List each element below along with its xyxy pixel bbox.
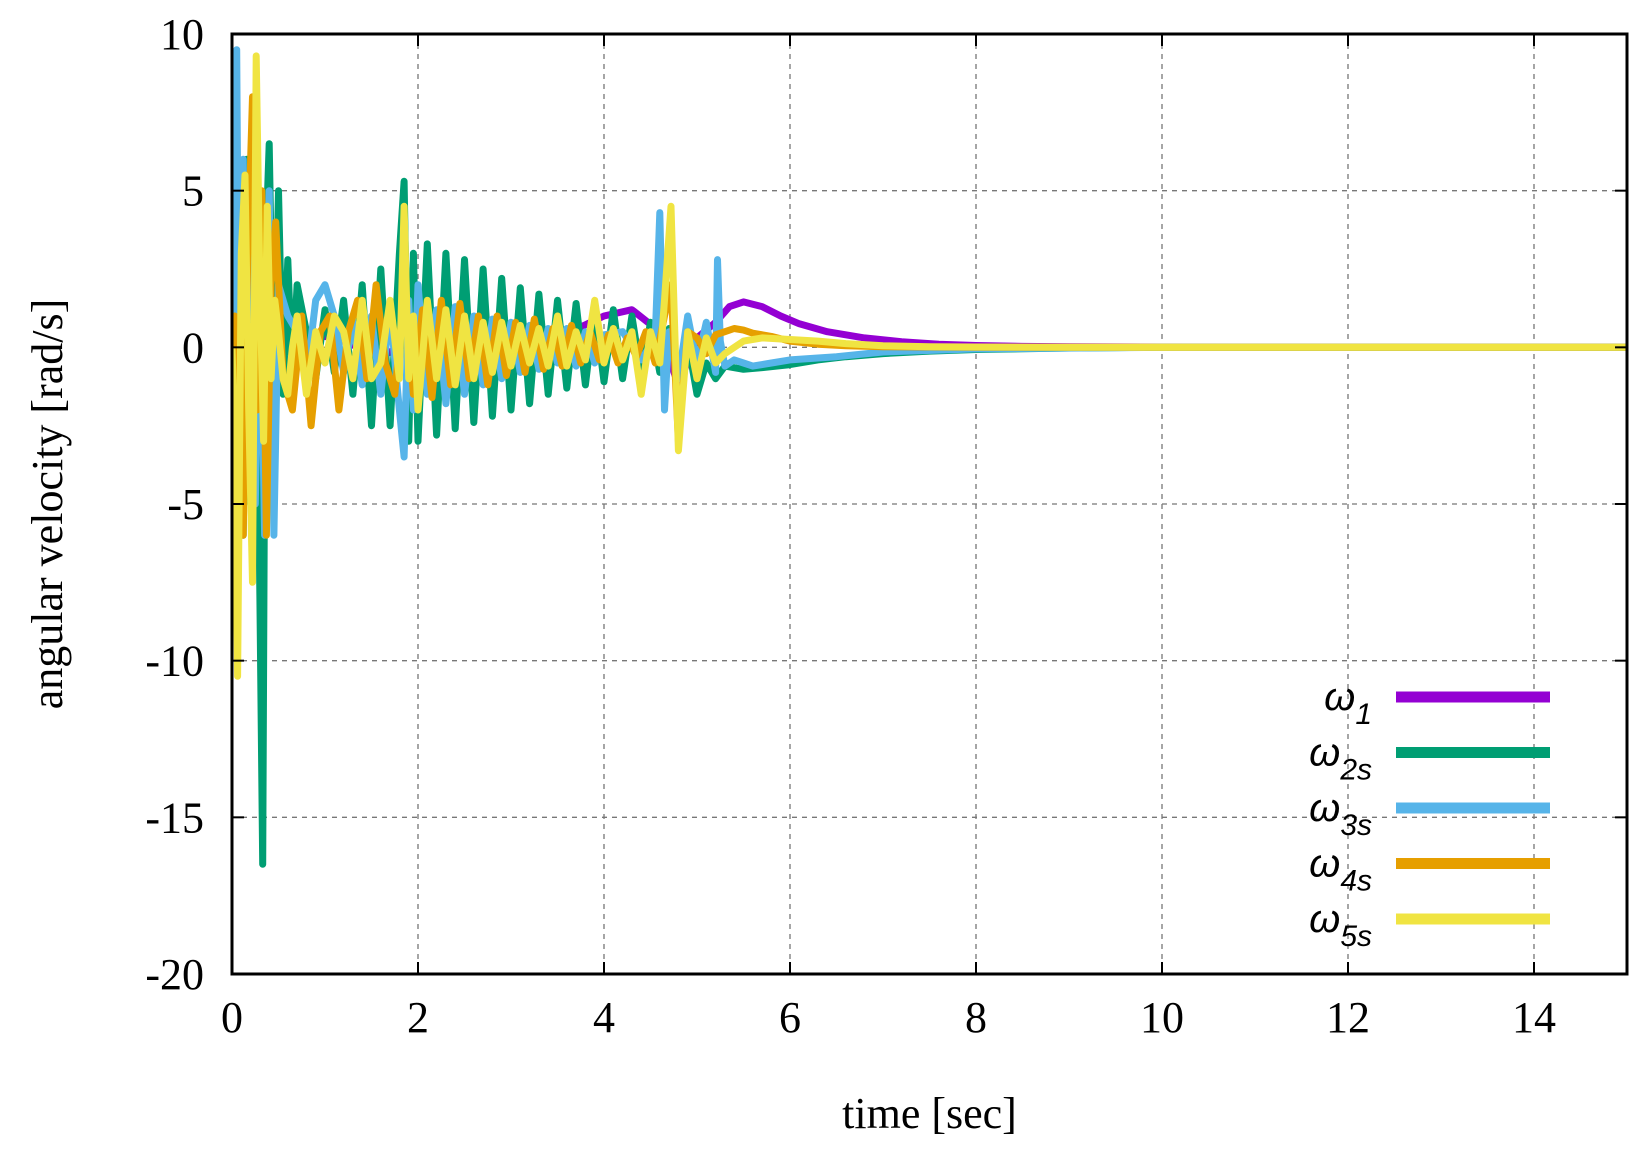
- series-line-ω4s: [232, 93, 1627, 539]
- legend-label: ω5s: [1309, 897, 1372, 953]
- legend-label: ω4s: [1309, 842, 1372, 898]
- y-tick-label: -5: [167, 480, 204, 529]
- y-tick-label: 0: [182, 323, 204, 372]
- legend-label: ω3s: [1309, 786, 1372, 842]
- x-tick-label: 10: [1140, 993, 1184, 1042]
- x-tick-label: 4: [593, 993, 615, 1042]
- x-axis-title: time [sec]: [842, 1089, 1017, 1138]
- y-tick-label: -20: [145, 950, 204, 999]
- legend-label: ω1: [1324, 675, 1372, 731]
- y-axis-title: angular velocity [rad/s]: [23, 299, 72, 710]
- y-tick-label: 5: [182, 167, 204, 216]
- series-layer: [232, 46, 1627, 868]
- axis-ticks: [231, 33, 1627, 975]
- x-tick-label: 14: [1512, 993, 1556, 1042]
- x-tick-label: 2: [407, 993, 429, 1042]
- x-tick-label: 8: [965, 993, 987, 1042]
- series-line-ω5s: [232, 52, 1627, 680]
- grid-lines: [232, 34, 1627, 974]
- y-tick-label: 10: [160, 10, 204, 59]
- x-tick-label: 6: [779, 993, 801, 1042]
- y-tick-label: -15: [145, 793, 204, 842]
- x-tick-label: 12: [1326, 993, 1370, 1042]
- plot-frame: [230, 32, 1629, 976]
- legend-label: ω2s: [1309, 731, 1372, 787]
- y-tick-label: -10: [145, 637, 204, 686]
- x-tick-labels: 0 2 4 6 8 10 12 14: [221, 993, 1556, 1042]
- y-tick-labels: -20 -15 -10 -5 0 5 10: [145, 10, 204, 999]
- x-tick-label: 0: [221, 993, 243, 1042]
